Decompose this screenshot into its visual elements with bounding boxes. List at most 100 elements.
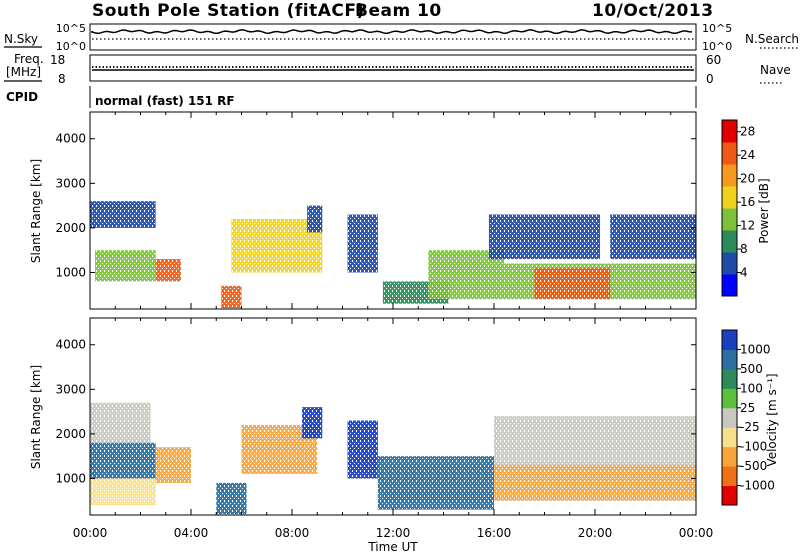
time-tick-label-3: 12:00 [376, 526, 411, 540]
power-colorbar-label: Power [dB] [757, 178, 771, 243]
time-tick-label-6: 00:00 [679, 526, 714, 540]
nsky-label: N.Sky [4, 32, 38, 46]
power-data-marks [90, 201, 696, 309]
power-panel: 1000 2000 3000 4000 Slant Range [km] [29, 111, 697, 310]
freq-unit-label: [MHz] [6, 65, 41, 79]
velocity-colorbar-swatch-4 [722, 407, 737, 428]
power-ylabel: Slant Range [km] [29, 159, 43, 263]
freq-panel-frame [89, 54, 697, 82]
velocity-region-texture-2 [90, 478, 156, 506]
velocity-colorbar-swatch-5 [722, 388, 737, 409]
velocity-panel: 1000 2000 3000 4000 Slant Range [km] [29, 317, 697, 516]
power-colorbar-swatch-1 [722, 252, 737, 275]
power-ytick-label-1: 2000 [55, 221, 86, 235]
power-region-texture-0 [90, 201, 156, 228]
time-tick-label-1: 04:00 [174, 526, 209, 540]
velocity-region-texture-8 [377, 456, 494, 510]
velocity-colorbar-tick-label-1: 500 [740, 362, 763, 376]
power-region-texture-11 [534, 267, 611, 300]
velocity-ytick-label-1: 2000 [55, 427, 86, 441]
power-region-texture-3 [221, 285, 242, 309]
power-colorbar-swatch-4 [722, 186, 737, 209]
freq-tick-top: 18 [50, 53, 65, 67]
power-colorbar: 4 8 12 16 20 24 28 [721, 119, 755, 297]
time-tick-label-0: 00:00 [73, 526, 108, 540]
nsearch-tick-bottom: 10^0 [702, 40, 732, 53]
nsky-trace [91, 29, 693, 35]
velocity-colorbar-tick-label-0: 1000 [740, 342, 771, 356]
nsky-tick-top: 10^5 [56, 22, 86, 35]
power-region-texture-9 [488, 214, 601, 260]
cpid-text: normal (fast) 151 RF [95, 94, 235, 108]
velocity-ytick-label-3: 4000 [55, 338, 86, 352]
velocity-colorbar-tick-label-6: -500 [740, 459, 767, 473]
power-ytick-label-3: 4000 [55, 132, 86, 146]
velocity-colorbar-tick-label-5: -100 [740, 440, 767, 454]
velocity-colorbar: 1000 500 100 25 -25 -100 -500 -1000 [721, 329, 775, 506]
velocity-colorbar-tick-label-7: -1000 [740, 479, 775, 493]
station-title: South Pole Station (fitACF) [92, 1, 365, 21]
power-region-texture-12 [610, 214, 696, 260]
beam-title: Beam 10 [355, 1, 442, 21]
time-axis-title: Time UT [367, 540, 418, 554]
noise-panel-frame [89, 23, 697, 51]
velocity-ytick-label-0: 1000 [55, 471, 86, 485]
power-region-texture-6 [347, 214, 378, 273]
power-ytick-label-0: 1000 [55, 265, 86, 279]
velocity-colorbar-swatch-2 [722, 446, 737, 467]
time-tick-label-5: 20:00 [578, 526, 613, 540]
power-colorbar-tick-label-0: 4 [740, 266, 748, 280]
power-colorbar-swatch-0 [722, 274, 737, 297]
power-region-texture-1 [95, 250, 156, 282]
nave-tick-bottom: 0 [706, 72, 714, 86]
velocity-colorbar-swatch-8 [722, 330, 737, 350]
power-colorbar-swatch-3 [722, 208, 737, 231]
nsky-tick-bottom: 10^0 [56, 40, 86, 53]
cpid-label: CPID [6, 90, 38, 104]
velocity-region-texture-6 [302, 407, 323, 439]
velocity-region-texture-4 [216, 482, 247, 515]
velocity-data-marks [90, 402, 696, 515]
velocity-region-texture-3 [155, 447, 191, 483]
velocity-axes: 1000 2000 3000 4000 [55, 318, 697, 515]
power-colorbar-tick-label-4: 20 [740, 172, 755, 186]
freq-panel: Freq. [MHz] 18 8 60 0 Nave [4, 52, 791, 86]
freq-tick-bottom: 8 [58, 72, 66, 86]
power-colorbar-swatch-5 [722, 164, 737, 187]
velocity-region-texture-7 [347, 420, 378, 479]
nave-label: Nave [760, 63, 791, 77]
nsearch-tick-top: 10^5 [702, 22, 732, 35]
velocity-colorbar-tick-label-4: -25 [740, 420, 760, 434]
velocity-colorbar-swatch-3 [722, 427, 737, 448]
velocity-ylabel: Slant Range [km] [29, 365, 43, 469]
power-colorbar-swatch-2 [722, 230, 737, 253]
power-colorbar-tick-label-1: 8 [740, 242, 748, 256]
time-axis-labels: 00:00 04:00 08:00 12:00 16:00 20:00 00:00 [73, 526, 714, 540]
power-colorbar-tick-label-3: 16 [740, 195, 755, 209]
velocity-colorbar-label: Velocity [m s⁻¹] [765, 373, 779, 466]
power-colorbar-swatch-7 [722, 120, 737, 143]
velocity-colorbar-swatch-6 [722, 368, 737, 389]
power-ytick-label-2: 3000 [55, 176, 86, 190]
power-colorbar-tick-label-6: 28 [740, 125, 755, 139]
power-colorbar-frame [721, 119, 738, 297]
nsearch-label: N.Search [745, 32, 799, 46]
power-region-texture-5 [307, 205, 323, 233]
velocity-colorbar-swatch-7 [722, 349, 737, 370]
power-colorbar-tick-label-5: 24 [740, 148, 755, 162]
velocity-region-texture-0 [90, 402, 151, 443]
velocity-colorbar-tick-label-3: 25 [740, 401, 755, 415]
power-colorbar-tick-label-2: 12 [740, 219, 755, 233]
power-axes: 1000 2000 3000 4000 [55, 112, 697, 309]
freq-label: Freq. [14, 52, 44, 66]
noise-panel: N.Sky 10^5 10^0 10^5 10^0 N.Search [4, 22, 799, 53]
power-region-texture-2 [155, 259, 181, 282]
velocity-region-texture-9 [494, 465, 696, 501]
velocity-region-texture-1 [90, 442, 156, 479]
time-tick-label-4: 16:00 [477, 526, 512, 540]
velocity-colorbar-swatch-1 [722, 466, 737, 487]
time-tick-label-2: 08:00 [275, 526, 310, 540]
velocity-ytick-label-2: 3000 [55, 382, 86, 396]
date-title: 10/Oct/2013 [592, 1, 714, 21]
